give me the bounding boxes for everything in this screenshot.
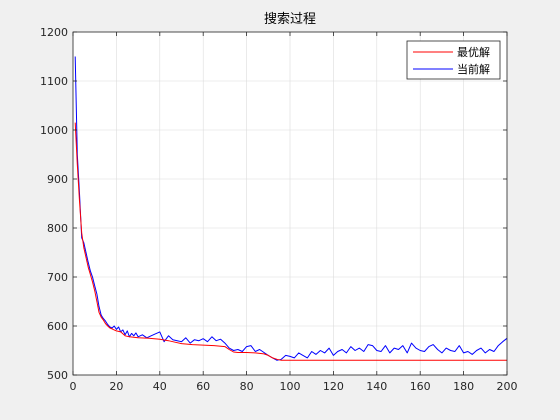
y-tick-label: 700 (47, 271, 68, 284)
series-layer (74, 56, 508, 361)
chart-title: 搜索过程 (264, 12, 316, 27)
legend-label-best: 最优解 (457, 45, 490, 59)
y-tick-label: 900 (47, 173, 68, 186)
x-tick-label: 20 (109, 380, 123, 393)
x-tick-label: 180 (453, 380, 474, 393)
x-tick-label: 60 (196, 380, 210, 393)
x-tick-label: 140 (366, 380, 387, 393)
x-tick-label: 40 (153, 380, 167, 393)
y-tick-label: 1100 (40, 75, 68, 88)
y-tick-label: 1000 (40, 124, 68, 137)
y-tick-label: 1200 (40, 26, 68, 39)
y-tick-label: 500 (47, 369, 68, 382)
x-tick-label: 100 (280, 380, 301, 393)
ticks: 0 20 40 60 80 100 120 140 160 180 200 500 600 700 800 9… (40, 26, 518, 393)
series-line-current (74, 56, 508, 361)
x-tick-label: 160 (410, 380, 431, 393)
y-tick-label: 600 (47, 320, 68, 333)
y-tick-label: 800 (47, 222, 68, 235)
x-tick-label: 80 (240, 380, 254, 393)
legend-box (406, 40, 501, 80)
x-tick-label: 200 (497, 380, 518, 393)
series-line-best (74, 122, 507, 361)
x-tick-label: 0 (70, 380, 77, 393)
legend-label-current: 当前解 (457, 62, 490, 76)
legend: 最优解 当前解 (406, 40, 501, 80)
x-tick-label: 120 (323, 380, 344, 393)
